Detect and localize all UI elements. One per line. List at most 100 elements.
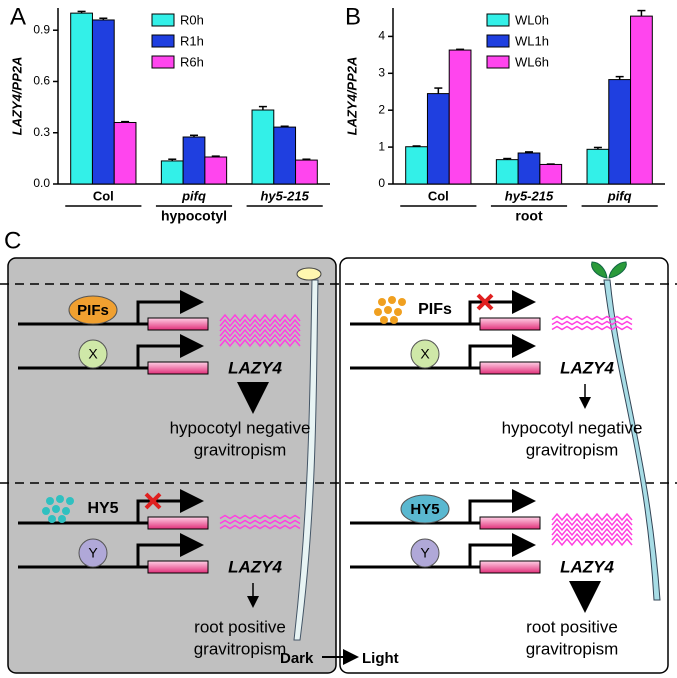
outcome: root positive	[526, 617, 618, 636]
outcome: gravitropism	[194, 639, 287, 658]
gene-box	[147, 560, 209, 574]
transcript	[219, 524, 301, 530]
factor-dot	[58, 515, 66, 523]
gene-box	[479, 560, 541, 574]
bar	[517, 152, 541, 185]
factor-dot	[390, 316, 398, 324]
transcript	[219, 328, 301, 338]
legend-label: R6h	[180, 54, 204, 69]
factor-dot	[388, 296, 396, 304]
cotyledon	[296, 267, 322, 281]
outcome: gravitropism	[526, 440, 619, 459]
transcript	[219, 323, 301, 333]
gene-box	[479, 361, 541, 375]
bar	[608, 79, 632, 185]
tss-arrow	[468, 334, 536, 368]
legend-swatch	[486, 55, 510, 69]
factor-dot	[384, 306, 392, 314]
legend-label: WL1h	[515, 33, 549, 48]
bar	[405, 146, 428, 185]
gene-label: LAZY4	[228, 557, 282, 576]
x-tick-label: Col	[93, 188, 114, 203]
legend-swatch	[151, 13, 175, 27]
factor-dot	[380, 316, 388, 324]
transcript	[219, 333, 301, 343]
y-axis-label: LAZY4/PP2A	[9, 57, 24, 136]
y-tick-label: 3	[378, 65, 385, 79]
y-tick-label: 0	[378, 176, 385, 190]
factor-label: HY5	[410, 501, 439, 518]
transcript	[219, 514, 301, 520]
x-tick-label: hy5-215	[260, 188, 309, 203]
block	[476, 293, 494, 311]
y-tick-label: 0.9	[33, 22, 50, 36]
bar	[113, 121, 137, 185]
factor-label: X	[420, 346, 430, 362]
factor-label: Y	[420, 545, 430, 561]
factor-dot	[394, 308, 402, 316]
x-tick-label: Col	[428, 188, 449, 203]
factor-dot	[56, 495, 64, 503]
bar	[426, 93, 450, 185]
outcome: hypocotyl negative	[502, 418, 643, 437]
y-tick-label: 4	[378, 29, 385, 43]
y-axis-label: LAZY4/PP2A	[344, 57, 359, 136]
legend-swatch	[151, 55, 175, 69]
bar	[182, 136, 206, 185]
bar	[630, 15, 653, 185]
transcript	[551, 522, 633, 532]
factor	[410, 538, 440, 568]
y-tick-label: 0.3	[33, 125, 50, 139]
panel-label: A	[10, 3, 26, 30]
transcript	[551, 315, 633, 321]
tss-arrow	[136, 533, 204, 567]
tss-arrow	[468, 489, 536, 523]
factor	[78, 538, 108, 568]
tss-arrow	[136, 489, 204, 523]
transcript	[219, 313, 301, 323]
factor-label: PIFs	[418, 301, 452, 318]
outcome: gravitropism	[194, 440, 287, 459]
factor-dot	[52, 505, 60, 513]
bar	[204, 156, 228, 185]
bar	[251, 109, 275, 185]
transcript	[551, 527, 633, 537]
factor	[78, 339, 108, 369]
bar	[295, 159, 318, 185]
bar	[70, 12, 93, 185]
legend-label: WL0h	[515, 12, 549, 27]
outcome: hypocotyl negative	[170, 418, 311, 437]
transition-from: Dark	[280, 650, 314, 667]
factor-dot	[66, 497, 74, 505]
transcript	[551, 512, 633, 522]
tss-arrow	[468, 533, 536, 567]
x-tick-label: pifq	[181, 188, 206, 203]
x-tick-label: pifq	[607, 188, 632, 203]
gene-label: LAZY4	[560, 557, 614, 576]
factor-dot	[42, 507, 50, 515]
block	[144, 492, 162, 510]
panel-label: B	[345, 3, 361, 30]
outcome: root positive	[194, 617, 286, 636]
y-tick-label: 2	[378, 102, 385, 116]
x-tick-label: hy5-215	[505, 188, 554, 203]
cotyledon	[591, 261, 627, 279]
legend-label: R0h	[180, 12, 204, 27]
factor-label: PIFs	[77, 302, 109, 319]
bar	[448, 49, 472, 185]
transcript	[551, 320, 633, 326]
factor	[68, 295, 118, 325]
factor-dot	[374, 308, 382, 316]
factor-label: HY5	[87, 500, 118, 517]
gene-box	[147, 361, 209, 375]
dark-seedling	[293, 279, 319, 641]
factor-dot	[62, 507, 70, 515]
bar	[495, 159, 519, 185]
y-tick-label: 1	[378, 139, 385, 153]
factor-label: X	[88, 346, 98, 362]
legend-swatch	[486, 13, 510, 27]
gene-box	[147, 516, 209, 530]
bar	[539, 163, 563, 185]
x-axis-label: root	[515, 208, 543, 224]
